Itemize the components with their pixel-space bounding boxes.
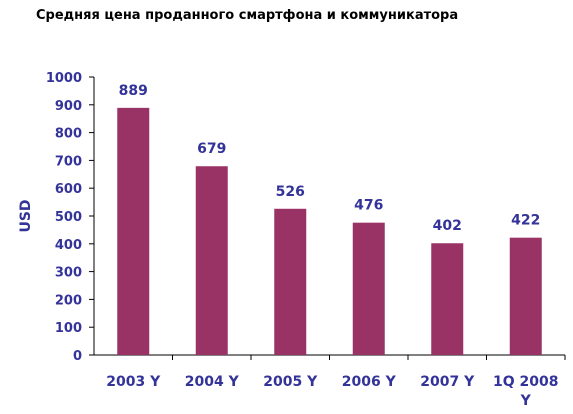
axes (93, 77, 565, 356)
y-tick-label: 500 (55, 210, 82, 225)
data-label: 889 (119, 83, 148, 99)
bar (117, 107, 150, 355)
bar (195, 166, 228, 355)
data-label: 402 (433, 218, 462, 234)
bar (274, 208, 307, 355)
category-label: 2006 Y (342, 374, 397, 390)
category-labels: 2003 Y 2004 Y 2005 Y 2006 Y 2007 Y 1Q 2008 Y (106, 374, 558, 409)
bar (431, 243, 464, 355)
y-ticks: 0 100 200 300 400 500 600 700 800 900 1000 (46, 71, 94, 364)
data-label: 526 (276, 184, 305, 200)
category-label: 2007 Y (420, 374, 475, 390)
y-tick-label: 600 (55, 182, 82, 197)
y-tick-label: 100 (55, 321, 82, 336)
y-tick-label: 800 (55, 127, 82, 142)
y-axis-title: USD (18, 199, 34, 232)
y-tick-label: 0 (73, 349, 82, 364)
chart-title: Средняя цена проданного смартфона и комм… (36, 8, 459, 23)
category-label: 2004 Y (185, 374, 240, 390)
bars (117, 107, 566, 360)
bar (352, 222, 385, 355)
y-tick-label: 1000 (46, 71, 82, 86)
y-tick-label: 900 (55, 99, 82, 114)
y-tick-label: 400 (55, 238, 82, 253)
y-tick-label: 300 (55, 266, 82, 281)
category-label: 2003 Y (106, 374, 161, 390)
data-label: 422 (511, 213, 540, 229)
data-label: 679 (197, 141, 226, 157)
y-tick-label: 200 (55, 293, 82, 308)
bar (509, 237, 542, 355)
category-label: 2005 Y (263, 374, 318, 390)
data-labels: 889 679 526 476 402 422 (119, 83, 541, 234)
category-label: 1Q 2008 Y (493, 374, 558, 409)
data-label: 476 (354, 198, 383, 214)
y-tick-label: 700 (55, 154, 82, 169)
